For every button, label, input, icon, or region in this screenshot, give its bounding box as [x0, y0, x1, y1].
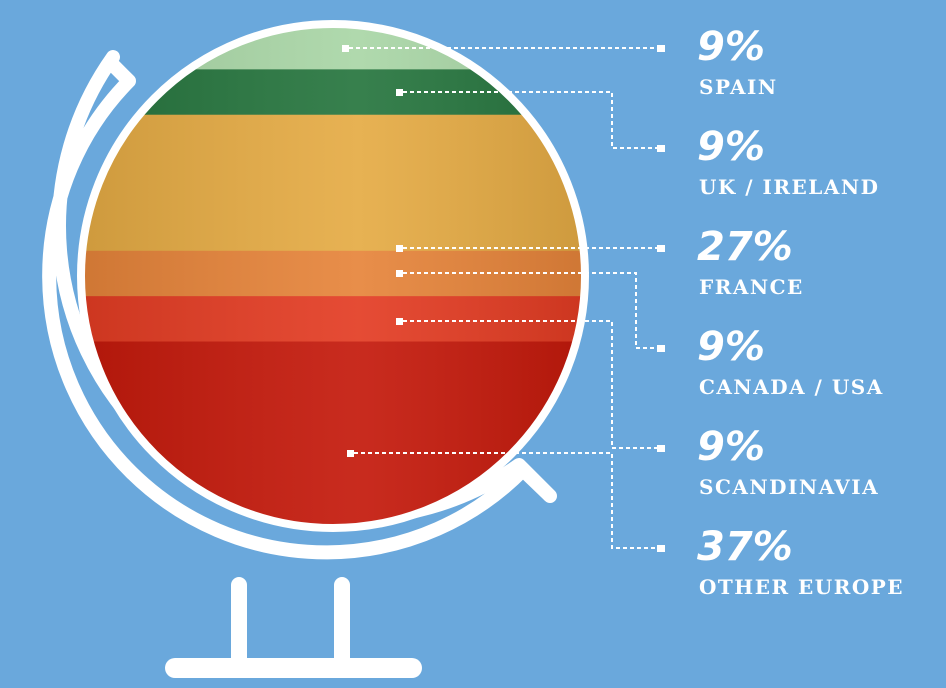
- value-label-canada-usa: 9%: [697, 324, 765, 370]
- category-label-scandinavia: SCANDINAVIA: [699, 475, 879, 499]
- leader-line-scandinavia: [396, 318, 665, 452]
- category-label-france: FRANCE: [699, 275, 804, 299]
- leader-line-france: [396, 245, 665, 252]
- value-label-other-europe: 37%: [697, 524, 793, 570]
- value-label-scandinavia: 9%: [697, 424, 765, 470]
- leader-line-uk-ireland: [396, 89, 665, 152]
- category-label-canada-usa: CANADA / USA: [699, 375, 884, 399]
- leader-lines: [342, 45, 665, 552]
- globe-stand-icon: [42, 50, 557, 678]
- leader-line-spain: [342, 45, 665, 52]
- category-label-other-europe: OTHER EUROPE: [699, 575, 904, 599]
- leader-line-canada-usa: [396, 270, 665, 352]
- globe-shading: [81, 24, 585, 528]
- category-label-uk-ireland: UK / IRELAND: [699, 175, 879, 199]
- value-label-spain: 9%: [697, 24, 765, 70]
- globe-outline: [77, 20, 589, 532]
- value-label-uk-ireland: 9%: [697, 124, 765, 170]
- legend-labels: 9% SPAIN 9% UK / IRELAND 27% FRANCE 9% CANADA /…: [697, 24, 904, 599]
- value-label-france: 27%: [697, 224, 793, 270]
- leader-line-other-europe: [347, 450, 665, 552]
- category-label-spain: SPAIN: [699, 75, 778, 99]
